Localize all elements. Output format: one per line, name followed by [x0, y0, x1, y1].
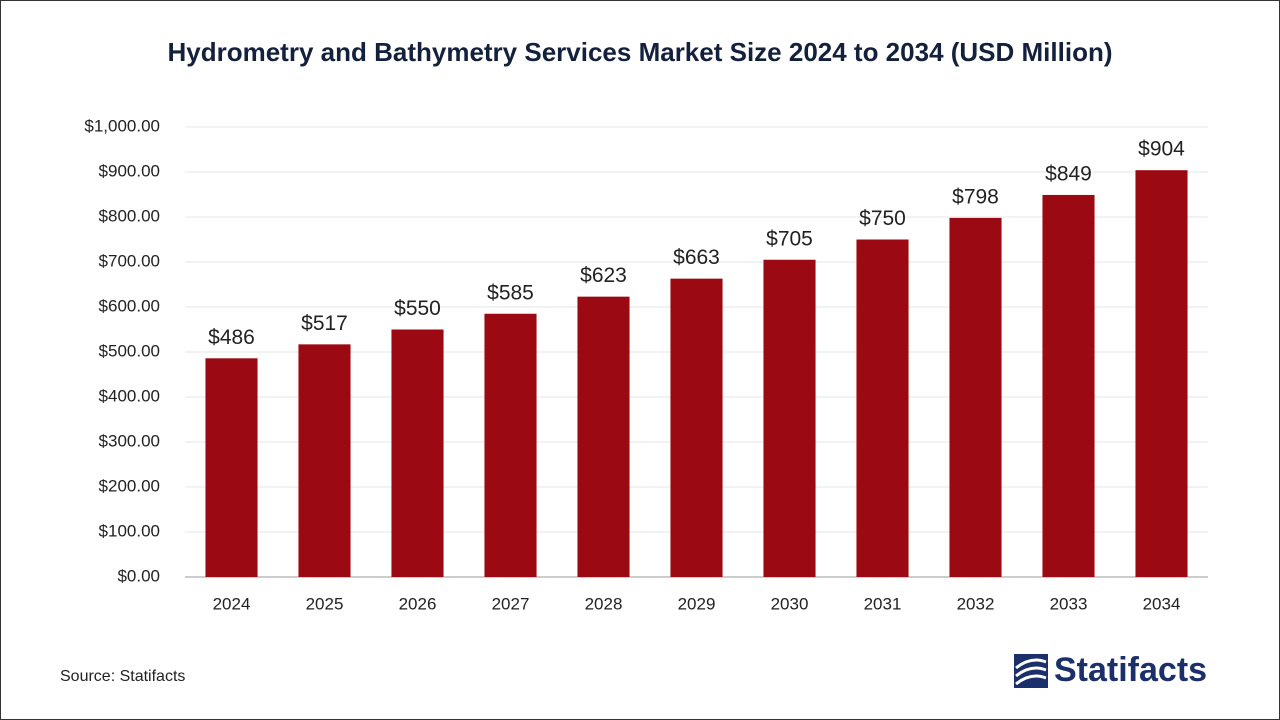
y-tick-label: $500.00 [99, 341, 160, 360]
x-tick-label: 2026 [399, 594, 437, 613]
value-label: $585 [487, 281, 534, 304]
bar [484, 313, 537, 577]
y-tick-label: $600.00 [99, 296, 160, 315]
logo-icon [1014, 654, 1048, 688]
x-tick-label: 2028 [585, 594, 623, 613]
bar [577, 296, 630, 577]
source-note: Source: Statifacts [60, 668, 185, 685]
bar [856, 239, 909, 577]
bar [205, 358, 258, 577]
value-label: $486 [208, 326, 255, 349]
bar [1042, 194, 1095, 577]
y-tick-label: $1,000.00 [84, 116, 160, 135]
y-tick-label: $0.00 [117, 566, 160, 585]
x-tick-label: 2031 [864, 594, 902, 613]
value-label: $623 [580, 264, 627, 287]
x-tick-label: 2027 [492, 594, 530, 613]
value-label: $904 [1138, 138, 1185, 161]
bar [949, 217, 1002, 577]
bar [1135, 170, 1188, 577]
x-tick-label: 2024 [213, 594, 251, 613]
x-tick-label: 2029 [678, 594, 716, 613]
y-tick-label: $900.00 [99, 161, 160, 180]
bar [763, 259, 816, 577]
y-tick-label: $700.00 [99, 251, 160, 270]
y-tick-label: $200.00 [99, 476, 160, 495]
y-tick-label: $400.00 [99, 386, 160, 405]
x-tick-label: 2030 [771, 594, 809, 613]
x-tick-label: 2033 [1050, 594, 1088, 613]
logo-text: Statifacts [1054, 651, 1207, 689]
value-label: $849 [1045, 162, 1092, 185]
y-tick-label: $100.00 [99, 521, 160, 540]
value-label: $663 [673, 246, 720, 269]
value-label: $705 [766, 227, 813, 250]
value-label: $517 [301, 312, 348, 335]
y-tick-label: $300.00 [99, 431, 160, 450]
value-label: $798 [952, 185, 999, 208]
y-tick-label: $800.00 [99, 206, 160, 225]
bar [670, 278, 723, 577]
x-tick-label: 2025 [306, 594, 344, 613]
bar [298, 344, 351, 577]
x-tick-label: 2032 [957, 594, 995, 613]
x-tick-label: 2034 [1143, 594, 1181, 613]
value-label: $550 [394, 297, 441, 320]
value-label: $750 [859, 207, 906, 230]
bar [391, 329, 444, 577]
chart-title: Hydrometry and Bathymetry Services Marke… [167, 37, 1112, 67]
